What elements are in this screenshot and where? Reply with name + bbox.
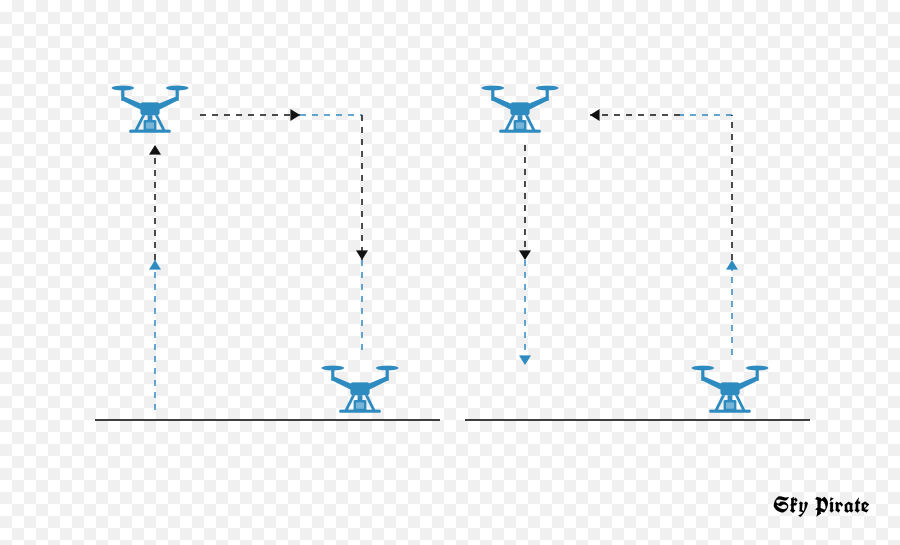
drone-right-bottom [690,360,770,420]
drone-right-top [480,80,560,140]
drone-left-top [110,80,190,140]
drone-icon [690,360,770,420]
path-arrowhead [149,260,161,270]
path-arrowhead [356,250,368,260]
drone-icon [480,80,560,140]
drone-left-bottom [320,360,400,420]
drone-icon [320,360,400,420]
path-arrowhead [726,260,738,270]
watermark-text: Sky Pirate [773,491,870,520]
path-arrowhead [519,250,531,260]
diagram-stage [0,0,900,540]
path-arrowhead [519,355,531,365]
path-arrowhead [290,109,300,121]
drone-icon [110,80,190,140]
path-arrowhead [590,109,600,121]
path-arrowhead [149,145,161,155]
